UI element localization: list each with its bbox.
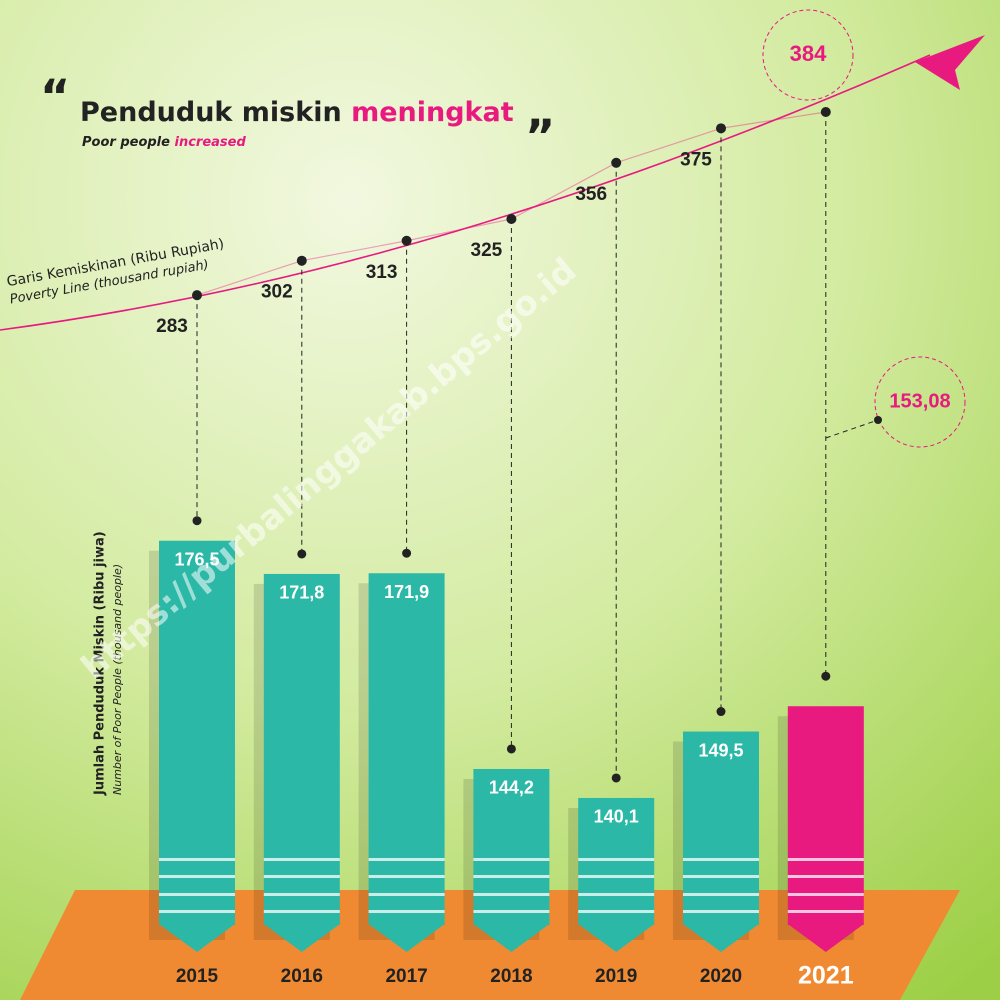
bar-stripe xyxy=(578,858,655,861)
bar-stripe xyxy=(473,875,550,878)
chart-title: Penduduk miskin meningkat xyxy=(80,97,514,128)
line-value-label: 283 xyxy=(156,316,188,337)
line-point xyxy=(192,290,202,301)
value-circle xyxy=(874,356,966,448)
bar-stripe xyxy=(263,875,340,878)
bar-stripe xyxy=(368,875,445,878)
subtitle: Poor people increased xyxy=(82,135,246,150)
year-label: 2017 xyxy=(385,966,427,987)
line-point xyxy=(611,157,622,168)
arrow-head xyxy=(915,35,985,90)
bar-value-label: 171,9 xyxy=(384,582,429,602)
subtitle-part: Poor people xyxy=(82,135,170,150)
bar-stripe xyxy=(473,893,550,896)
line-point xyxy=(506,214,517,224)
title-highlight: meningkat xyxy=(351,97,514,128)
bar-tip xyxy=(159,924,235,952)
drop-dot xyxy=(402,548,412,558)
leader-dot xyxy=(874,416,882,424)
bar-stripe xyxy=(683,893,759,896)
bar-stripe xyxy=(473,910,550,913)
bar xyxy=(263,573,340,925)
bar-label: Jumlah Penduduk Miskin (Ribu jiwa) xyxy=(93,531,108,796)
bar-stripe xyxy=(368,910,445,913)
bar xyxy=(683,731,759,925)
drop-dot xyxy=(821,671,831,681)
line-value-label: 302 xyxy=(261,282,293,303)
bar xyxy=(787,706,864,925)
bar-tip xyxy=(263,924,340,952)
bar-stripe xyxy=(787,910,864,913)
bar-value-label: 153,08 xyxy=(889,390,950,412)
bar-stripe xyxy=(159,893,235,896)
bar-stripe xyxy=(787,858,864,861)
bar-stripe xyxy=(159,910,235,913)
line-value-label: 313 xyxy=(366,262,398,283)
line-point xyxy=(716,123,726,134)
quote-mark: ” xyxy=(525,110,555,164)
line-point xyxy=(401,235,412,246)
year-label: 2018 xyxy=(490,966,532,987)
bar-stripe xyxy=(683,875,759,878)
bar-stripe xyxy=(683,910,759,913)
bar-value-label: 176,5 xyxy=(174,549,219,569)
drop-dot xyxy=(192,516,202,526)
bar-axis-label: Jumlah Penduduk Miskin (Ribu jiwa) Numbe… xyxy=(93,531,125,796)
drop-dot xyxy=(506,744,516,754)
bar-value-label: 149,5 xyxy=(698,740,743,760)
bar-value-label: 140,1 xyxy=(594,807,639,827)
bar-stripe xyxy=(368,858,445,861)
bar-stripe xyxy=(263,893,340,896)
bar xyxy=(368,573,445,925)
year-label: 2019 xyxy=(595,966,637,987)
year-label: 2015 xyxy=(176,966,219,987)
bar-stripe xyxy=(263,858,340,861)
bar-tip xyxy=(683,924,759,952)
year-label: 2021 xyxy=(798,962,854,990)
bar xyxy=(578,797,655,925)
year-label: 2016 xyxy=(281,966,323,987)
line-value-label: 375 xyxy=(680,149,712,170)
bar-stripe xyxy=(159,858,235,861)
line-point xyxy=(296,255,307,266)
drop-dot xyxy=(611,773,621,783)
line-value-label: 325 xyxy=(471,240,503,261)
subtitle-highlight: increased xyxy=(175,135,247,150)
line-point xyxy=(820,107,831,118)
bar-tip xyxy=(787,924,864,952)
drop-dot xyxy=(716,707,726,717)
bar xyxy=(473,768,550,925)
bar-stripe xyxy=(263,910,340,913)
line-value-label: 356 xyxy=(575,184,607,205)
bar-tip xyxy=(368,924,445,952)
year-label: 2020 xyxy=(700,966,742,987)
bar-stripe xyxy=(578,910,655,913)
title-part: Penduduk miskin xyxy=(80,97,342,128)
bar-stripe xyxy=(787,893,864,896)
bar-value-label: 171,8 xyxy=(279,583,324,603)
value-circle xyxy=(762,9,854,101)
bar-tip xyxy=(473,924,550,952)
curve-decoration xyxy=(0,54,931,331)
bar-stripe xyxy=(787,875,864,878)
bar-stripe xyxy=(159,875,235,878)
bar-stripe xyxy=(473,858,550,861)
bar-stripe xyxy=(683,858,759,861)
bar-stripe xyxy=(578,875,655,878)
bar-tip xyxy=(578,924,655,952)
quote-mark: “ xyxy=(40,70,70,124)
bar-stripe xyxy=(368,893,445,896)
bar-stripe xyxy=(578,893,655,896)
drop-dot xyxy=(297,549,307,559)
line-value-label: 384 xyxy=(790,41,827,66)
bar-value-label: 144,2 xyxy=(489,778,534,798)
bar-label-en: Number of Poor People (thousand people) xyxy=(111,564,124,795)
leader-line xyxy=(825,419,879,439)
